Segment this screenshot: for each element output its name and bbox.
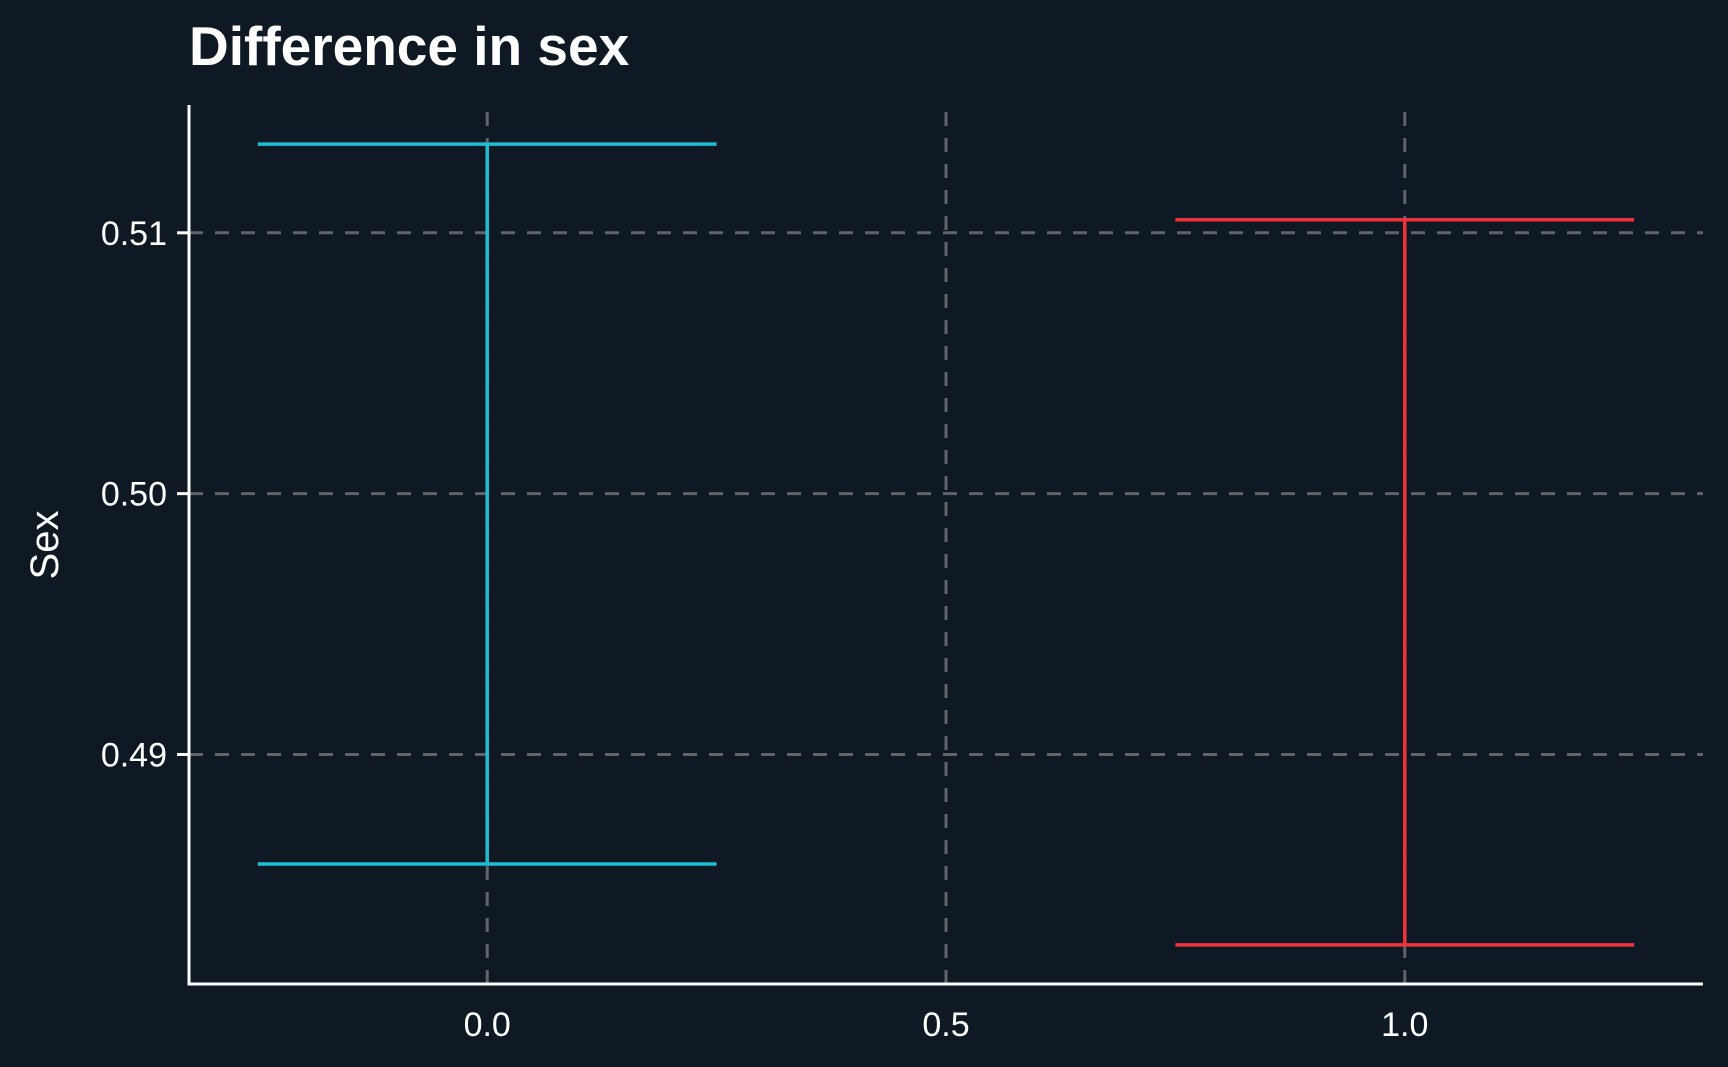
tick-labels: 0.49 0.50 0.51 0.0 0.5 1.0 <box>101 215 1429 1044</box>
y-tick-label-0: 0.49 <box>101 736 167 774</box>
y-tick-label-2: 0.51 <box>101 215 167 253</box>
errorbar-0 <box>257 142 717 866</box>
chart-title: Difference in sex <box>189 15 630 77</box>
x-tick-label-1: 0.5 <box>922 1006 969 1044</box>
errorbar-1 <box>1175 218 1635 947</box>
axes <box>177 105 1703 986</box>
error-bars <box>257 142 1635 947</box>
y-axis-title: Sex <box>23 511 67 580</box>
grid-lines <box>189 112 1703 984</box>
y-tick-label-1: 0.50 <box>101 476 167 514</box>
x-tick-label-0: 0.0 <box>464 1006 511 1044</box>
x-tick-label-2: 1.0 <box>1381 1006 1428 1044</box>
